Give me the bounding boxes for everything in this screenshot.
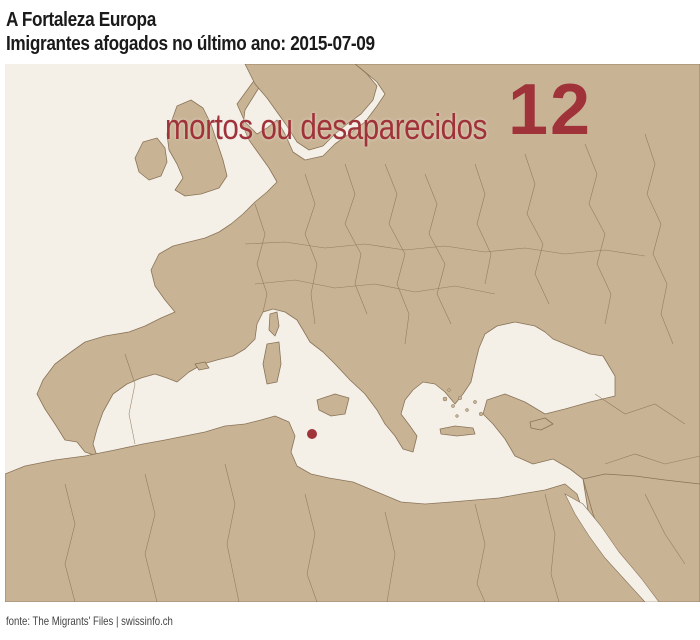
- source-credit: fonte: The Migrants' Files | swissinfo.c…: [6, 614, 173, 628]
- map[interactable]: mortos ou desaparecidos 12: [5, 64, 700, 602]
- sardinia: [262, 341, 282, 385]
- country-borders: [64, 133, 700, 602]
- map-canvas: [5, 64, 700, 602]
- page-subtitle: Imigrantes afogados no último ano: 2015-…: [6, 33, 375, 55]
- page-title: A Fortaleza Europa: [6, 9, 156, 31]
- landmasses: [5, 64, 700, 602]
- corsica: [268, 311, 280, 337]
- red-sea: [564, 493, 660, 602]
- header: A Fortaleza Europa Imigrantes afogados n…: [6, 8, 435, 56]
- scandinavia: [244, 64, 378, 151]
- incident-marker[interactable]: [307, 429, 317, 439]
- ireland: [134, 137, 168, 181]
- crete: [439, 425, 476, 437]
- great-britain: [166, 99, 228, 197]
- balearic-islands: [194, 361, 210, 371]
- cyprus: [529, 417, 554, 431]
- sicily: [316, 393, 350, 417]
- aegean-islands: [442, 388, 484, 418]
